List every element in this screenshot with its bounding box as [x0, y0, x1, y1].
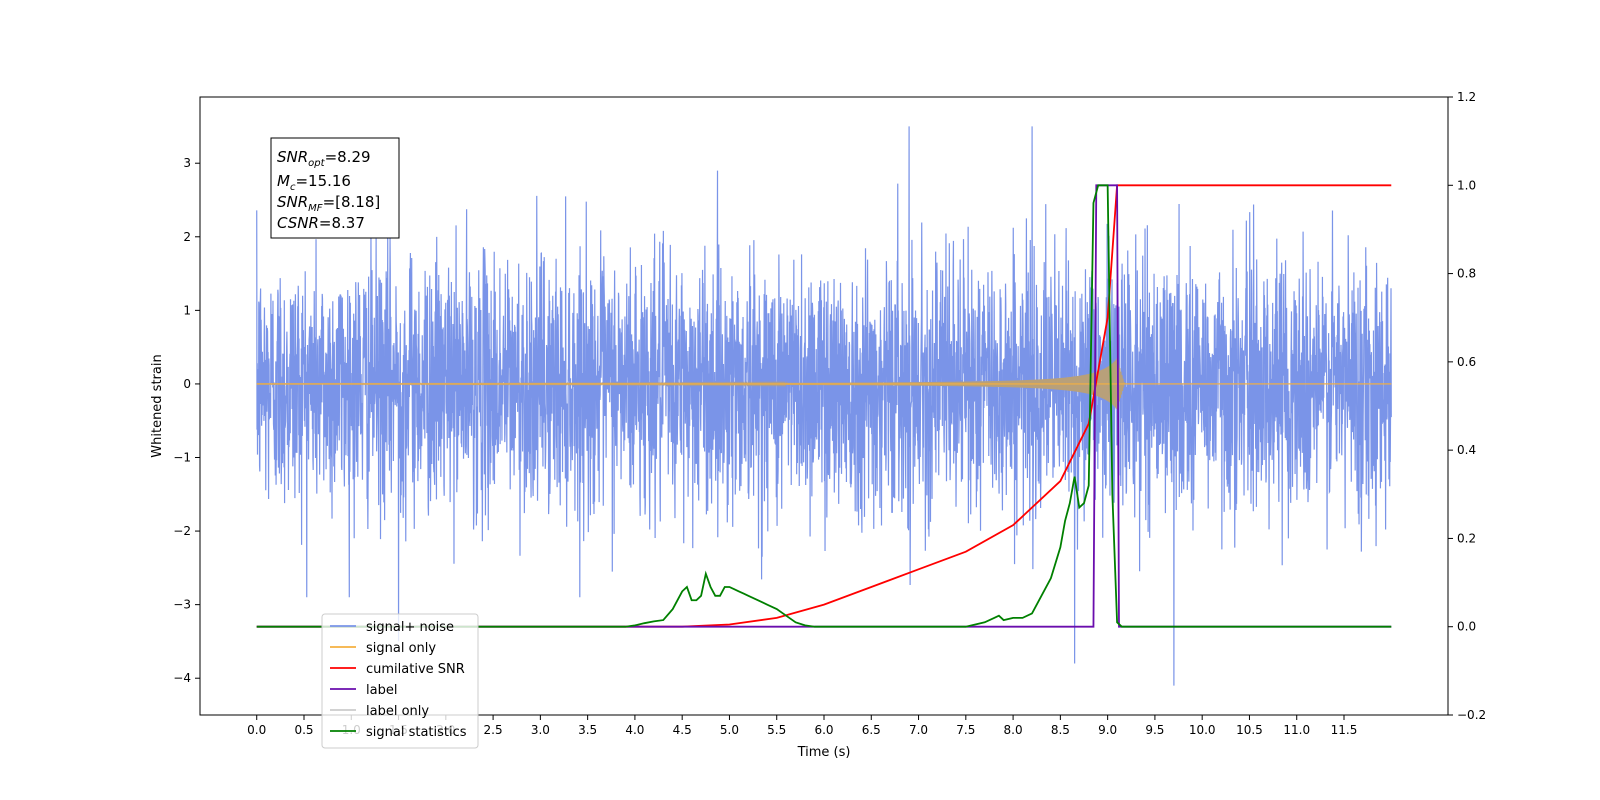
x-tick-label: 9.0 [1098, 723, 1117, 737]
y2-tick-label: −0.2 [1457, 708, 1486, 722]
info-snr-opt: SNRopt=8.29 [277, 148, 371, 169]
y-tick-label: −1 [173, 451, 191, 465]
x-tick-label: 5.0 [720, 723, 739, 737]
info-box: SNRopt=8.29 Mc=15.16 SNRMF=[8.18] CSNR=8… [270, 137, 400, 239]
y2-tick-label: 0.0 [1457, 620, 1476, 634]
y2-tick-label: 0.4 [1457, 443, 1476, 457]
series-signal-noise [256, 126, 1392, 686]
y-axis-label: Whitened strain [150, 354, 165, 457]
line-cumilative-snr [256, 184, 1392, 628]
x-tick-label: 7.5 [956, 723, 975, 737]
x-tick-label: 10.0 [1189, 723, 1216, 737]
x-tick-label: 7.0 [909, 723, 928, 737]
y-axis-left: −4 −3 −2 −1 0 1 2 3 [173, 156, 200, 685]
series-signal-only [256, 358, 1392, 409]
y2-tick-label: 1.2 [1457, 90, 1476, 104]
x-tick-label: 5.5 [767, 723, 786, 737]
info-snr-mf: SNRMF=[8.18] [277, 193, 380, 214]
x-tick-label: 6.5 [862, 723, 881, 737]
y-tick-label: 2 [183, 230, 191, 244]
y-tick-label: −3 [173, 598, 191, 612]
y-tick-label: −2 [173, 524, 191, 538]
x-tick-label: 6.0 [814, 723, 833, 737]
y-tick-label: −4 [173, 671, 191, 685]
y-tick-label: 0 [183, 377, 191, 391]
x-tick-label: 0.5 [294, 723, 313, 737]
x-tick-label: 9.5 [1145, 723, 1164, 737]
y-tick-label: 1 [183, 303, 191, 317]
x-tick-label: 4.0 [625, 723, 644, 737]
legend: signal+ noise signal only cumilative SNR la… [321, 613, 479, 749]
info-chirp-mass-value: 15.16 [308, 172, 351, 190]
legend-entry: signal+ noise [366, 620, 454, 635]
line-signal-noise [256, 126, 1392, 686]
y2-tick-label: 1.0 [1457, 178, 1476, 192]
y2-tick-label: 0.6 [1457, 355, 1476, 369]
x-tick-label: 11.0 [1283, 723, 1310, 737]
line-signal-statistics [256, 184, 1392, 628]
info-csnr: CSNR=8.37 [277, 214, 365, 232]
y-axis-right: −0.2 0.0 0.2 0.4 0.6 0.8 1.0 1.2 [1448, 90, 1486, 722]
legend-frame [321, 613, 479, 749]
info-box-frame [270, 137, 400, 239]
series-lines [256, 184, 1392, 628]
x-tick-label: 3.0 [531, 723, 550, 737]
x-tick-label: 3.5 [578, 723, 597, 737]
legend-entry: signal statistics [366, 725, 467, 740]
x-tick-label: 8.0 [1004, 723, 1023, 737]
x-tick-label: 2.5 [484, 723, 503, 737]
x-axis-label: Time (s) [797, 745, 851, 760]
legend-entry: cumilative SNR [366, 662, 465, 677]
legend-entry: label only [366, 704, 429, 719]
info-snr-opt-value: 8.29 [337, 148, 370, 166]
x-tick-label: 4.5 [673, 723, 692, 737]
info-snr-mf-value: [8.18] [335, 193, 380, 211]
y2-tick-label: 0.2 [1457, 531, 1476, 545]
x-tick-label: 0.0 [247, 723, 266, 737]
y-tick-label: 3 [183, 156, 191, 170]
x-tick-label: 8.5 [1051, 723, 1070, 737]
x-tick-label: 10.5 [1236, 723, 1263, 737]
legend-entry: label [366, 683, 397, 698]
y2-tick-label: 0.8 [1457, 267, 1476, 281]
info-csnr-value: 8.37 [332, 214, 365, 232]
info-chirp-mass: Mc=15.16 [277, 172, 351, 193]
legend-entry: signal only [366, 641, 436, 656]
x-tick-label: 11.5 [1331, 723, 1358, 737]
